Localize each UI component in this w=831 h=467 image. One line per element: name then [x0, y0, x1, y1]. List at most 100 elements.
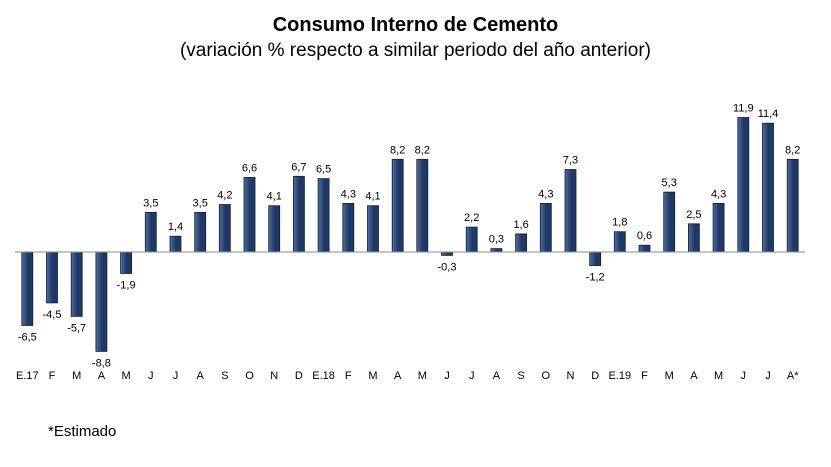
bar-4: [120, 251, 132, 274]
bar-29: [737, 117, 750, 253]
data-label-26: 5,3: [662, 177, 677, 189]
x-tick-label-26: M: [665, 370, 674, 382]
chart-title: Consumo Interno de Cemento: [272, 14, 559, 36]
bar-14: [367, 205, 379, 253]
x-tick-label-17: J: [444, 370, 450, 382]
bar-11: [292, 175, 305, 253]
bar-16: [416, 158, 429, 253]
data-label-19: 0,3: [489, 234, 504, 246]
x-tick-label-3: A: [98, 370, 106, 382]
data-label-17: -0,3: [438, 261, 457, 273]
x-tick-label-6: J: [173, 370, 179, 382]
data-label-9: 6,6: [242, 162, 257, 174]
data-label-11: 6,7: [291, 161, 306, 173]
data-label-1: -4,5: [43, 309, 62, 321]
bar-0: [21, 251, 34, 326]
x-tick-label-19: A: [493, 370, 501, 382]
bar-2: [70, 251, 83, 317]
bar-1: [46, 251, 58, 304]
data-label-29: 11,9: [733, 103, 754, 115]
x-tick-label-0: E.17: [16, 370, 39, 382]
data-label-22: 7,3: [563, 155, 578, 167]
data-label-3: -8,8: [92, 357, 111, 369]
bar-15: [391, 158, 404, 253]
data-label-15: 8,2: [390, 144, 405, 156]
bar-24: [613, 231, 626, 253]
bar-20: [515, 233, 527, 253]
data-label-4: -1,9: [117, 280, 136, 292]
bar-22: [564, 169, 577, 253]
x-tick-label-18: J: [469, 370, 475, 382]
bar-6: [169, 235, 182, 253]
bar-28: [712, 202, 725, 253]
x-tick-label-2: M: [72, 370, 81, 382]
data-label-25: 0,6: [637, 230, 652, 242]
bar-27: [688, 223, 700, 253]
data-label-21: 4,3: [538, 188, 553, 200]
data-label-10: 4,1: [267, 191, 282, 203]
data-label-6: 1,4: [168, 221, 183, 233]
data-label-28: 4,3: [711, 188, 726, 200]
x-tick-label-24: E.19: [608, 370, 631, 382]
x-tick-label-1: F: [49, 370, 56, 382]
bar-8: [218, 204, 231, 253]
data-label-12: 6,5: [316, 164, 331, 176]
bar-12: [317, 178, 330, 253]
bar-31: [786, 158, 799, 253]
x-tick-label-21: O: [542, 370, 551, 382]
x-tick-label-25: F: [641, 370, 648, 382]
bar-19: [490, 248, 503, 253]
x-tick-label-20: S: [517, 370, 524, 382]
x-tick-label-11: D: [295, 370, 303, 382]
bar-13: [342, 202, 355, 253]
chart-subtitle: (variación % respecto a similar periodo …: [179, 40, 651, 61]
x-tick-label-5: J: [148, 370, 154, 382]
x-tick-label-27: A: [690, 370, 698, 382]
bar-5: [144, 211, 157, 253]
data-label-31: 8,2: [785, 144, 800, 156]
bar-26: [663, 191, 676, 253]
data-label-13: 4,3: [341, 188, 356, 200]
x-tick-label-10: N: [270, 370, 278, 382]
data-label-14: 4,1: [365, 191, 380, 203]
x-tick-label-7: A: [197, 370, 205, 382]
x-tick-label-15: A: [394, 370, 402, 382]
bar-18: [465, 226, 478, 253]
data-label-8: 4,2: [217, 190, 232, 202]
x-tick-label-30: J: [765, 370, 771, 382]
bar-17: [441, 251, 453, 256]
footnote: *Estimado: [48, 423, 117, 440]
x-tick-label-9: O: [245, 370, 254, 382]
x-tick-label-4: M: [122, 370, 131, 382]
data-label-2: -5,7: [67, 322, 86, 334]
data-label-20: 1,6: [513, 219, 528, 231]
bar-21: [539, 202, 552, 253]
x-tick-label-22: N: [567, 370, 575, 382]
bar-30: [762, 122, 774, 253]
data-label-18: 2,2: [464, 212, 479, 224]
x-tick-label-23: D: [591, 370, 599, 382]
data-label-5: 3,5: [143, 197, 158, 209]
bar-25: [638, 244, 651, 253]
bar-10: [268, 205, 281, 253]
x-tick-label-16: M: [418, 370, 427, 382]
bar-23: [589, 251, 602, 267]
bar-9: [243, 176, 256, 253]
bar-3: [95, 251, 108, 352]
data-label-23: -1,2: [586, 272, 605, 284]
data-label-7: 3,5: [193, 197, 208, 209]
data-label-16: 8,2: [415, 144, 430, 156]
data-label-27: 2,5: [686, 209, 701, 221]
data-label-0: -6,5: [18, 331, 37, 343]
x-tick-label-14: M: [368, 370, 377, 382]
bar-7: [194, 211, 207, 253]
x-tick-label-28: M: [714, 370, 723, 382]
data-label-30: 11,4: [758, 108, 779, 120]
x-tick-label-31: A*: [787, 370, 799, 382]
x-tick-label-12: E.18: [312, 370, 335, 382]
x-tick-label-29: J: [741, 370, 747, 382]
data-label-24: 1,8: [612, 217, 627, 229]
x-tick-label-8: S: [221, 370, 228, 382]
x-tick-label-13: F: [345, 370, 352, 382]
